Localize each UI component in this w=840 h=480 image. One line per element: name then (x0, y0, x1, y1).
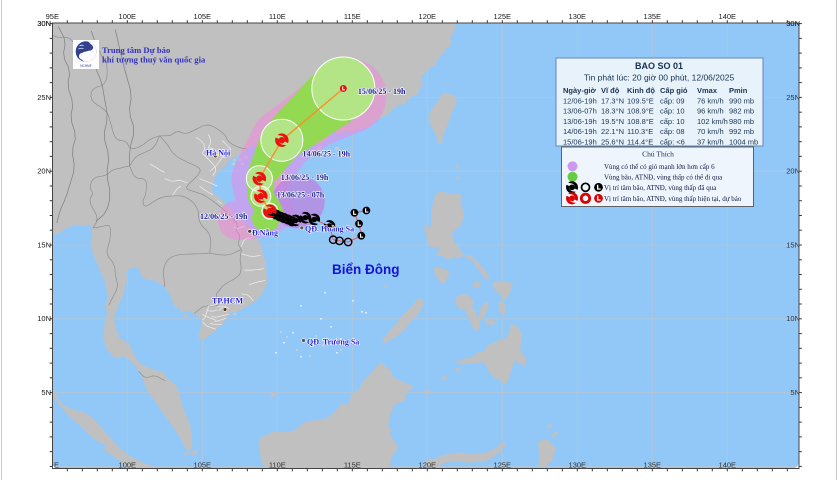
svg-text:18.3°N: 18.3°N (601, 107, 624, 116)
svg-text:25N: 25N (786, 93, 800, 102)
svg-text:10N: 10N (37, 314, 51, 323)
svg-text:15/06-19h: 15/06-19h (563, 137, 597, 146)
svg-text:20N: 20N (37, 167, 51, 176)
svg-text:990 mb: 990 mb (729, 97, 754, 106)
svg-text:13/06-07h: 13/06-07h (563, 107, 597, 116)
svg-text:980 mb: 980 mb (729, 117, 754, 126)
svg-text:115E: 115E (344, 12, 361, 21)
svg-text:Vmax: Vmax (697, 86, 718, 95)
svg-text:Kinh độ: Kinh độ (627, 86, 655, 95)
svg-text:Pmin: Pmin (729, 86, 748, 95)
svg-text:30N: 30N (786, 19, 800, 28)
svg-text:95E: 95E (46, 461, 59, 470)
svg-text:25.6°N: 25.6°N (601, 137, 624, 146)
svg-text:110.3°E: 110.3°E (627, 127, 653, 136)
svg-text:114.4°E: 114.4°E (627, 137, 653, 146)
svg-text:115E: 115E (344, 461, 361, 470)
svg-text:19.5°N: 19.5°N (601, 117, 624, 126)
svg-text:100E: 100E (119, 12, 137, 21)
svg-text:1004 mb: 1004 mb (729, 137, 758, 146)
svg-text:30N: 30N (37, 19, 51, 28)
svg-text:109.5°E: 109.5°E (627, 97, 654, 106)
svg-text:108.9°E: 108.9°E (627, 107, 654, 116)
svg-text:5N: 5N (41, 388, 51, 397)
svg-text:Vĩ độ: Vĩ độ (601, 86, 620, 95)
svg-text:Vùng có thể có gió mạnh lớn hơ: Vùng có thể có gió mạnh lớn hơn cấp 6 (604, 163, 715, 171)
svg-text:140E: 140E (719, 12, 737, 21)
svg-text:cấp: <6: cấp: <6 (660, 137, 685, 146)
svg-text:TP.HCM: TP.HCM (212, 297, 243, 306)
svg-text:14/06-19h: 14/06-19h (563, 127, 597, 136)
svg-text:12/06/25 - 19h: 12/06/25 - 19h (200, 212, 248, 221)
svg-text:105E: 105E (194, 12, 212, 21)
svg-text:Vị trí tâm bão, ATNĐ, vùng thấ: Vị trí tâm bão, ATNĐ, vùng thấp hiện tại… (604, 195, 742, 203)
svg-text:110E: 110E (269, 12, 286, 21)
svg-text:102 km/h: 102 km/h (697, 117, 728, 126)
svg-text:15N: 15N (786, 240, 800, 249)
svg-text:135E: 135E (644, 12, 662, 21)
svg-text:22.1°N: 22.1°N (601, 127, 624, 136)
svg-text:QĐ. Hoàng Sa: QĐ. Hoàng Sa (305, 225, 354, 234)
svg-text:100E: 100E (119, 461, 137, 470)
svg-text:13/06/25 - 07h: 13/06/25 - 07h (277, 191, 325, 200)
svg-text:15/06/25 - 19h: 15/06/25 - 19h (358, 87, 406, 96)
svg-text:95E: 95E (46, 12, 59, 21)
svg-text:13/06-19h: 13/06-19h (563, 117, 597, 126)
svg-text:BAO SO 01: BAO SO 01 (635, 61, 683, 71)
svg-text:5N: 5N (790, 388, 800, 397)
svg-text:Tin phát lúc: 20 giờ 00 phút,: Tin phát lúc: 20 giờ 00 phút, 12/06/2025 (584, 73, 735, 83)
svg-text:NCHMF: NCHMF (80, 64, 92, 68)
svg-text:15N: 15N (37, 240, 51, 249)
svg-text:108.8°E: 108.8°E (627, 117, 654, 126)
svg-text:982 mb: 982 mb (729, 107, 754, 116)
svg-text:20N: 20N (786, 167, 800, 176)
svg-text:cấp: 10: cấp: 10 (660, 107, 685, 116)
svg-text:120E: 120E (419, 461, 437, 470)
svg-text:khí tượng thuỷ văn quốc gia: khí tượng thuỷ văn quốc gia (102, 55, 206, 65)
svg-text:96 km/h: 96 km/h (697, 107, 724, 116)
svg-text:Cấp gió: Cấp gió (660, 86, 688, 95)
svg-text:125E: 125E (494, 12, 512, 21)
svg-text:130E: 130E (569, 12, 587, 21)
svg-text:37 km/h: 37 km/h (697, 137, 724, 146)
svg-text:Đ.Nẵng: Đ.Nẵng (252, 229, 278, 238)
svg-text:140E: 140E (719, 461, 737, 470)
svg-text:10N: 10N (786, 314, 800, 323)
svg-text:12/06-19h: 12/06-19h (563, 97, 597, 106)
svg-text:30N: 30N (37, 19, 51, 28)
svg-text:25N: 25N (37, 93, 51, 102)
svg-text:14/06/25 - 19h: 14/06/25 - 19h (303, 150, 351, 159)
svg-text:70 km/h: 70 km/h (697, 127, 724, 136)
svg-text:Biển Đông: Biển Đông (332, 262, 400, 277)
svg-text:125E: 125E (494, 461, 512, 470)
svg-text:cấp: 08: cấp: 08 (660, 127, 685, 136)
svg-text:120E: 120E (419, 12, 437, 21)
svg-text:13/06/25 - 19h: 13/06/25 - 19h (281, 173, 329, 182)
svg-text:30N: 30N (786, 19, 800, 28)
svg-text:135E: 135E (644, 461, 662, 470)
svg-text:cấp: 09: cấp: 09 (660, 97, 685, 106)
svg-text:Hà Nội: Hà Nội (206, 149, 231, 158)
svg-text:Ngày-giờ: Ngày-giờ (563, 86, 597, 95)
svg-text:76 km/h: 76 km/h (697, 97, 724, 106)
svg-text:Vùng bão, ATNĐ, vùng thấp có t: Vùng bão, ATNĐ, vùng thấp có thể đi qua (604, 173, 723, 181)
svg-text:110E: 110E (269, 461, 286, 470)
svg-text:17.3°N: 17.3°N (601, 97, 624, 106)
svg-text:105E: 105E (194, 461, 212, 470)
svg-text:Trung tâm Dự báo: Trung tâm Dự báo (102, 45, 170, 55)
svg-text:Chú Thích: Chú Thích (642, 150, 674, 159)
svg-text:cấp: 10: cấp: 10 (660, 117, 685, 126)
svg-text:130E: 130E (569, 461, 587, 470)
svg-text:QĐ. Trường Sa: QĐ. Trường Sa (307, 338, 359, 347)
svg-text:992 mb: 992 mb (729, 127, 754, 136)
svg-text:Vị trí tâm bão, ATNĐ, vùng thấ: Vị trí tâm bão, ATNĐ, vùng thấp đã qua (604, 184, 717, 192)
